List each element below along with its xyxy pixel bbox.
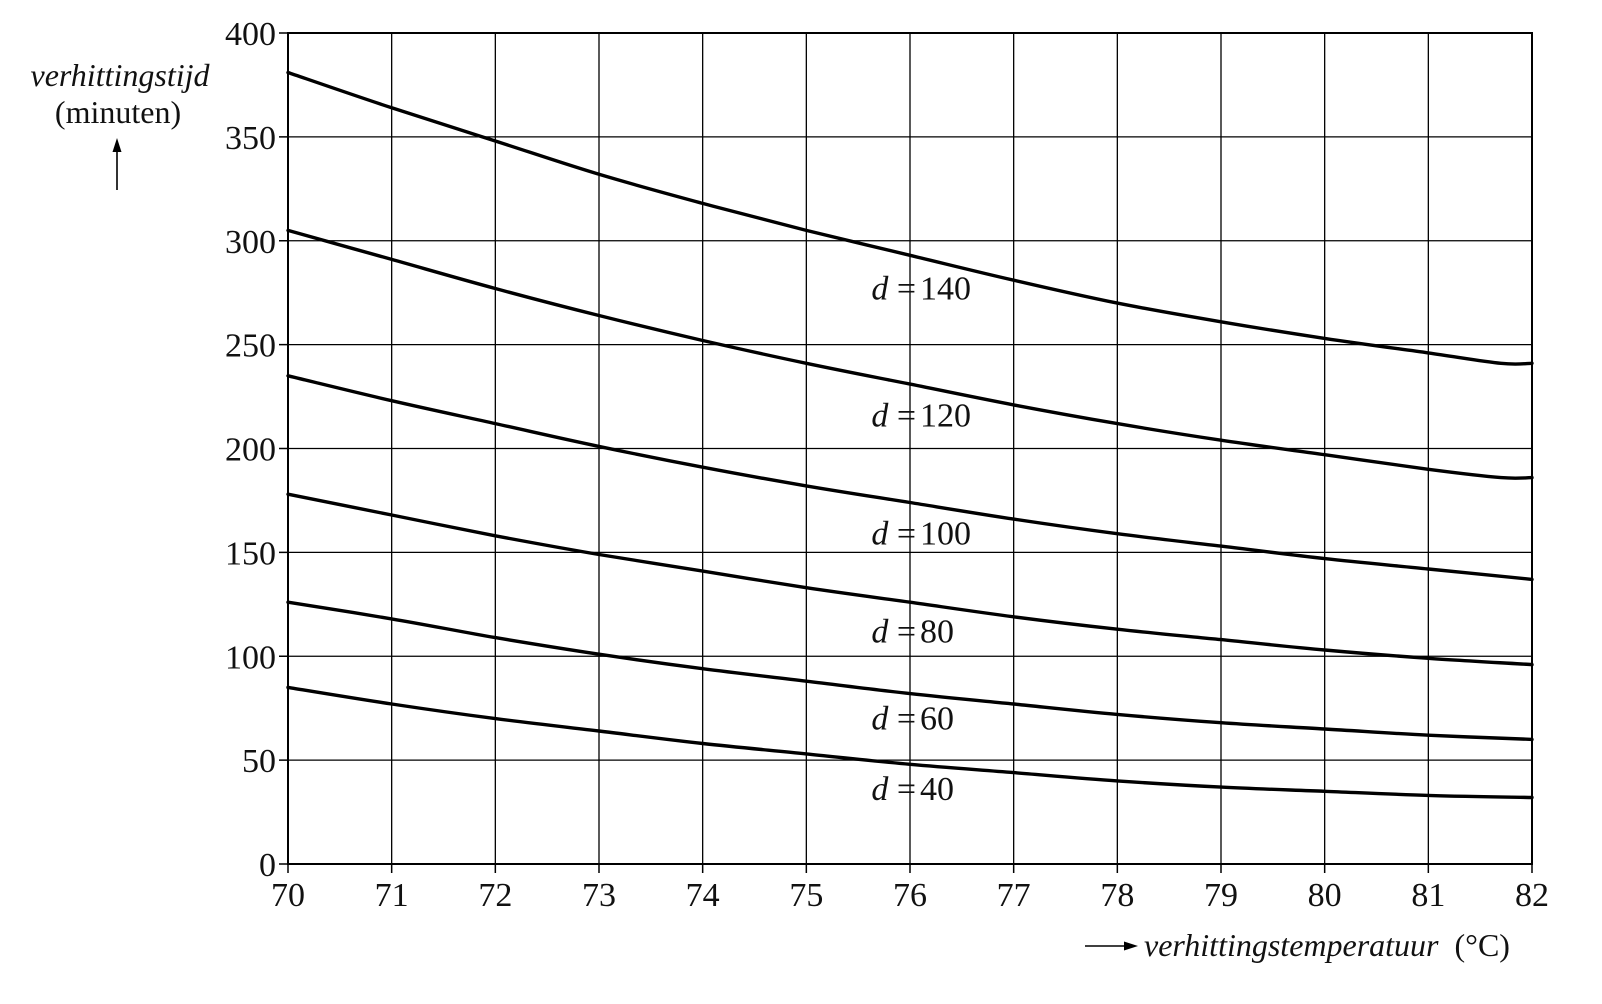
x-tick-label: 76: [893, 877, 927, 914]
series-value-d60: 60: [920, 701, 954, 738]
y-tick-label: 300: [225, 224, 276, 261]
x-tick-label: 82: [1515, 877, 1549, 914]
grid: [287, 32, 1533, 865]
series-line-d40: [286, 685, 1534, 800]
series-line-d60: [286, 600, 1534, 742]
x-tick-label: 73: [582, 877, 616, 914]
y-axis-arrow-icon: [112, 138, 122, 190]
x-tick-label: 70: [271, 877, 305, 914]
series-label-d60: d =: [871, 701, 916, 738]
x-tick-label: 78: [1100, 877, 1134, 914]
y-tick-label: 200: [225, 432, 276, 469]
y-axis-ticks: 0 50 100 150 200 250 300 350 400: [225, 16, 288, 884]
x-tick-label: 74: [686, 877, 720, 914]
y-tick-label: 400: [225, 16, 276, 53]
series-label-d120: d =: [871, 397, 916, 434]
y-tick-label: 250: [225, 328, 276, 365]
y-tick-label: 100: [225, 639, 276, 676]
series-label-d100: d =: [871, 516, 916, 553]
x-axis-arrow-icon: [1085, 941, 1138, 951]
series-value-d40: 40: [920, 771, 954, 808]
series-line-d140: [286, 70, 1534, 366]
series-curves: [286, 70, 1534, 800]
y-tick-label: 50: [242, 743, 276, 780]
x-axis-label-group: verhittingstemperatuur (°C): [1144, 927, 1510, 963]
series-line-d80: [286, 492, 1534, 667]
x-tick-label: 81: [1411, 877, 1445, 914]
series-line-d120: [286, 228, 1534, 480]
series-value-d100: 100: [920, 516, 971, 553]
series-label-d140: d =: [871, 271, 916, 308]
x-tick-label: 72: [478, 877, 512, 914]
y-tick-label: 350: [225, 120, 276, 157]
y-tick-label: 0: [259, 847, 276, 884]
series-value-d80: 80: [920, 613, 954, 650]
y-axis-unit: (minuten): [55, 94, 181, 130]
series-line-d100: [286, 374, 1534, 582]
x-tick-label: 80: [1308, 877, 1342, 914]
x-tick-label: 77: [997, 877, 1031, 914]
x-tick-label: 75: [789, 877, 823, 914]
y-axis-label: verhittingstijd: [31, 57, 211, 93]
series-value-d140: 140: [920, 271, 971, 308]
series-value-d120: 120: [920, 397, 971, 434]
x-tick-label: 71: [375, 877, 409, 914]
x-tick-label: 79: [1204, 877, 1238, 914]
x-axis-unit: (°C): [1455, 927, 1510, 963]
x-axis-ticks: 70 71 72 73 74 75 76 77 78 79 80 81 82: [271, 864, 1549, 914]
series-label-d40: d =: [871, 771, 916, 808]
series-label-d80: d =: [871, 613, 916, 650]
x-axis-label: verhittingstemperatuur: [1144, 927, 1439, 963]
y-tick-label: 150: [225, 535, 276, 572]
